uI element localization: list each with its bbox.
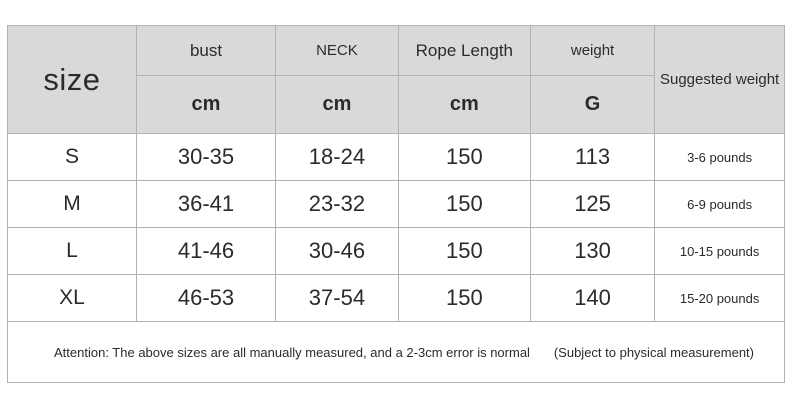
table-row: L 41-46 30-46 150 130 10-15 pounds (7, 227, 785, 275)
cell-neck: 37-54 (275, 274, 399, 322)
footer-cell: Attention: The above sizes are all manua… (7, 321, 785, 383)
cell-rope-length: 150 (397, 274, 531, 322)
cell-size: L (7, 227, 137, 275)
table-row: XL 46-53 37-54 150 140 15-20 pounds (7, 274, 785, 322)
unit-bust: cm (135, 75, 277, 134)
cell-rope-length: 150 (397, 227, 531, 275)
unit-weight: G (529, 75, 656, 134)
header-bust: bust (135, 24, 277, 77)
header-size-label: size (7, 25, 137, 134)
header-neck: NECK (275, 24, 399, 77)
footer-attention-note: Attention: The above sizes are all manua… (54, 344, 530, 360)
footer-content: Attention: The above sizes are all manua… (8, 322, 784, 382)
unit-rope-length: cm (397, 75, 531, 134)
unit-neck: cm (275, 75, 399, 134)
cell-suggested-weight: 10-15 pounds (654, 227, 785, 275)
header-rope-length: Rope Length (397, 24, 531, 77)
cell-suggested-weight: 3-6 pounds (654, 133, 785, 181)
header-row-units: cm cm cm G (8, 75, 785, 134)
cell-rope-length: 150 (397, 180, 531, 228)
cell-size: XL (7, 274, 137, 322)
cell-weight: 130 (529, 227, 656, 275)
footer-subject-note: (Subject to physical measurement) (553, 344, 754, 360)
cell-rope-length: 150 (397, 133, 531, 181)
size-chart-table: size bust NECK Rope Length weight Sugges… (7, 24, 785, 383)
cell-bust: 46-53 (135, 274, 277, 322)
header-row-names: size bust NECK Rope Length weight Sugges… (7, 24, 785, 134)
cell-bust: 30-35 (135, 133, 277, 181)
table-row: S 30-35 18-24 150 113 3-6 pounds (7, 133, 785, 181)
header-weight: weight (529, 24, 656, 77)
cell-suggested-weight: 15-20 pounds (654, 274, 785, 322)
cell-weight: 140 (529, 274, 656, 322)
cell-size: S (7, 133, 137, 181)
cell-weight: 125 (529, 180, 656, 228)
cell-weight: 113 (529, 133, 656, 181)
table-row: M 36-41 23-32 150 125 6-9 pounds (7, 180, 785, 228)
cell-size: M (7, 180, 137, 228)
cell-bust: 41-46 (135, 227, 277, 275)
footer-row: Attention: The above sizes are all manua… (7, 321, 785, 383)
cell-neck: 18-24 (275, 133, 399, 181)
cell-neck: 23-32 (275, 180, 399, 228)
cell-bust: 36-41 (135, 180, 277, 228)
header-suggested-weight: Suggested weight (654, 25, 785, 134)
cell-suggested-weight: 6-9 pounds (654, 180, 785, 228)
cell-neck: 30-46 (275, 227, 399, 275)
size-chart: size bust NECK Rope Length weight Sugges… (7, 24, 785, 383)
